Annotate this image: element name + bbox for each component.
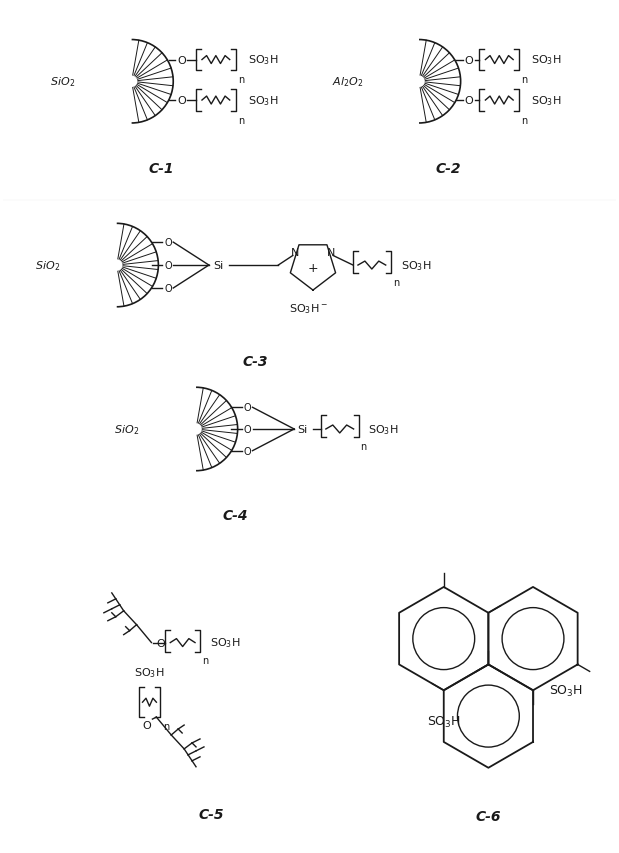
Text: SO$_3$H: SO$_3$H xyxy=(400,258,431,273)
Text: n: n xyxy=(392,277,399,287)
Text: O: O xyxy=(164,261,172,270)
Text: C-1: C-1 xyxy=(149,161,174,176)
Text: SO$_3$H: SO$_3$H xyxy=(368,422,399,437)
Text: Si: Si xyxy=(213,261,223,270)
Text: O: O xyxy=(177,55,186,66)
Text: SO$_3$H$^-$: SO$_3$H$^-$ xyxy=(288,301,327,316)
Text: N: N xyxy=(291,247,300,258)
Text: SO$_3$H: SO$_3$H xyxy=(210,636,240,650)
Text: N: N xyxy=(327,247,335,258)
Text: O: O xyxy=(244,425,251,434)
Text: C-4: C-4 xyxy=(223,509,248,523)
Text: C-3: C-3 xyxy=(243,355,268,369)
Text: +: + xyxy=(308,262,318,275)
Text: O: O xyxy=(157,638,165,647)
Text: C-2: C-2 xyxy=(436,161,462,176)
Text: O: O xyxy=(465,96,474,106)
Text: n: n xyxy=(360,441,367,451)
Text: n: n xyxy=(521,116,527,125)
Text: SO$_3$H: SO$_3$H xyxy=(248,94,278,107)
Text: O: O xyxy=(142,720,151,730)
Text: C-5: C-5 xyxy=(198,807,223,821)
Text: n: n xyxy=(238,75,244,85)
Text: Si: Si xyxy=(297,425,308,434)
Text: SO$_3$H: SO$_3$H xyxy=(549,683,583,698)
Text: O: O xyxy=(164,284,172,293)
Text: O: O xyxy=(177,96,186,106)
Text: Al$_2$O$_2$: Al$_2$O$_2$ xyxy=(332,75,363,89)
Text: O: O xyxy=(244,446,251,456)
Text: SiO$_2$: SiO$_2$ xyxy=(114,422,139,437)
Text: SiO$_2$: SiO$_2$ xyxy=(35,258,60,273)
Text: SO$_3$H: SO$_3$H xyxy=(531,94,561,107)
Text: O: O xyxy=(164,238,172,248)
Text: SO$_3$H: SO$_3$H xyxy=(531,54,561,67)
Text: SiO$_2$: SiO$_2$ xyxy=(50,75,75,89)
Text: O: O xyxy=(244,403,251,413)
Text: SO$_3$H: SO$_3$H xyxy=(426,714,461,729)
Text: SO$_3$H: SO$_3$H xyxy=(248,54,278,67)
Text: O: O xyxy=(465,55,474,66)
Text: C-6: C-6 xyxy=(475,809,501,823)
Text: n: n xyxy=(238,116,244,125)
Text: SO$_3$H: SO$_3$H xyxy=(134,665,165,680)
Text: n: n xyxy=(163,722,170,731)
Text: n: n xyxy=(521,75,527,85)
Text: n: n xyxy=(202,656,208,665)
